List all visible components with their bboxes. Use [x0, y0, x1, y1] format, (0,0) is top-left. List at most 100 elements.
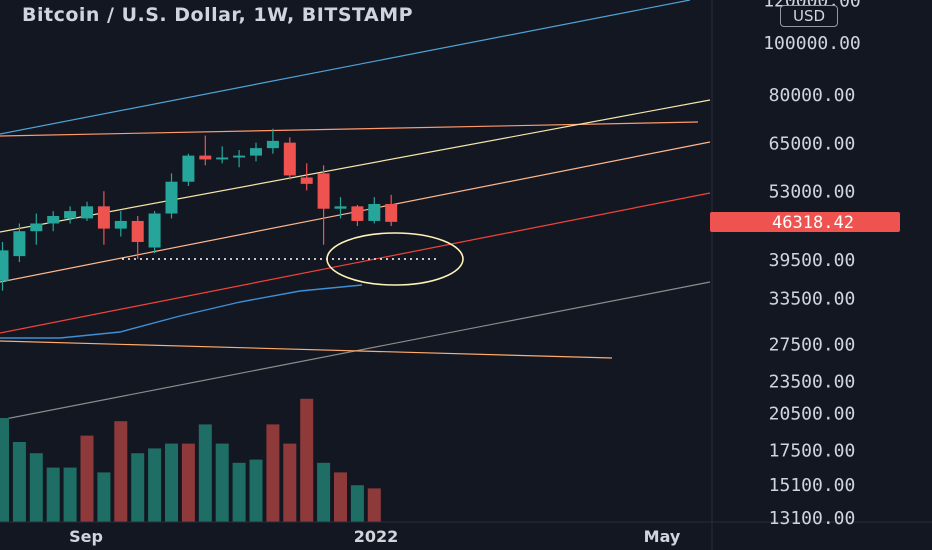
time-tick-label: 2022: [354, 527, 399, 546]
candle-body: [97, 206, 110, 229]
candle[interactable]: [0, 241, 9, 291]
candle-body: [64, 211, 77, 219]
candle-body: [300, 177, 313, 184]
price-tick-label: 80000.00: [769, 85, 856, 106]
candle-body: [334, 206, 347, 209]
price-tick-label: 27500.00: [769, 335, 856, 356]
candle-body: [0, 250, 9, 281]
volume-bar: [283, 443, 297, 522]
volume-bar: [215, 443, 229, 522]
price-tick-label: 13100.00: [769, 508, 856, 529]
candle-body: [13, 231, 26, 257]
time-axis[interactable]: Sep 2022 May: [69, 527, 681, 546]
candle-body: [114, 220, 127, 229]
volume-bar: [334, 472, 347, 522]
candle-body: [351, 206, 364, 221]
volume-bar: [63, 467, 77, 522]
candle-body: [233, 155, 246, 158]
volume-bar: [350, 485, 364, 522]
price-tick-label: 20500.00: [769, 403, 856, 424]
volume-bar: [0, 418, 9, 522]
volume-bar: [317, 462, 331, 522]
candle[interactable]: [266, 128, 279, 154]
price-tick-label: 65000.00: [769, 134, 856, 155]
candle[interactable]: [148, 211, 161, 254]
price-tick-label: 15100.00: [769, 475, 856, 496]
currency-button[interactable]: USD: [780, 5, 838, 27]
candle-body: [81, 206, 93, 219]
volume-bar: [165, 443, 178, 522]
candle[interactable]: [30, 213, 43, 245]
volume-bar: [12, 442, 26, 522]
volume-bar: [148, 448, 162, 522]
candle-body: [317, 173, 330, 209]
price-tick-label: 100000.00: [763, 33, 861, 54]
candle-body: [368, 203, 381, 221]
candles: [0, 128, 398, 291]
volume-bar: [367, 488, 381, 522]
candle[interactable]: [199, 135, 212, 166]
candle[interactable]: [97, 191, 110, 245]
candle[interactable]: [131, 215, 144, 260]
candle[interactable]: [233, 149, 246, 168]
price-tick-label: 53000.00: [769, 181, 856, 202]
volume-bar: [249, 459, 263, 522]
highlight-circle[interactable]: [326, 232, 464, 286]
volume-bar: [114, 421, 128, 522]
time-tick-label: Sep: [69, 527, 103, 546]
price-tick-label: 33500.00: [769, 289, 856, 310]
candle[interactable]: [385, 194, 398, 227]
candle[interactable]: [13, 223, 26, 263]
volume-bar: [181, 443, 195, 522]
price-tick-label: 39500.00: [769, 250, 856, 271]
candle[interactable]: [64, 206, 77, 224]
candle[interactable]: [165, 173, 178, 219]
candle-body: [165, 181, 178, 214]
candle-body: [266, 140, 279, 149]
candle-body: [47, 215, 60, 224]
chart-title: Bitcoin / U.S. Dollar, 1W, BITSTAMP: [22, 4, 414, 26]
candle[interactable]: [283, 137, 296, 180]
trendline-yellow[interactable]: [0, 99, 711, 233]
candle-body: [199, 155, 212, 160]
current-price-badge: [710, 212, 900, 232]
candle[interactable]: [368, 197, 381, 224]
volume-bar: [29, 453, 43, 522]
candle-body: [283, 142, 296, 176]
candle-body: [148, 213, 161, 248]
candle[interactable]: [182, 153, 195, 187]
time-tick-label: May: [644, 527, 681, 546]
candle[interactable]: [216, 146, 229, 164]
volume-bar: [198, 424, 212, 522]
candle[interactable]: [47, 211, 60, 232]
candle-body: [385, 203, 398, 222]
volume-bar: [46, 467, 60, 522]
candle[interactable]: [351, 204, 364, 227]
price-tick-label: 17500.00: [769, 440, 856, 461]
trendline-red[interactable]: [0, 192, 711, 334]
candle[interactable]: [300, 163, 313, 191]
candle-body: [131, 220, 144, 242]
candle[interactable]: [334, 197, 347, 219]
candle[interactable]: [250, 142, 262, 162]
volume-bars: [0, 398, 381, 522]
volume-bar: [131, 453, 145, 522]
volume-bar: [97, 472, 111, 522]
trendline-blue-upper[interactable]: [0, 0, 691, 135]
volume-bar: [300, 398, 314, 522]
candle-body: [30, 223, 43, 232]
trendlines[interactable]: [0, 0, 711, 421]
candle[interactable]: [317, 165, 330, 245]
volume-bar: [266, 424, 280, 522]
price-tick-label: 23500.00: [769, 371, 856, 392]
moving-average-line[interactable]: [0, 284, 363, 339]
candle[interactable]: [81, 201, 93, 221]
price-axis-panel: [712, 0, 932, 550]
trendline-orange-lower[interactable]: [0, 340, 613, 359]
price-axis[interactable]: 120000.00100000.0080000.0065000.0053000.…: [763, 0, 861, 529]
current-price-label: 46318.42: [772, 213, 854, 233]
volume-bar: [232, 462, 246, 522]
candle[interactable]: [114, 211, 127, 237]
candle-body: [250, 148, 262, 156]
